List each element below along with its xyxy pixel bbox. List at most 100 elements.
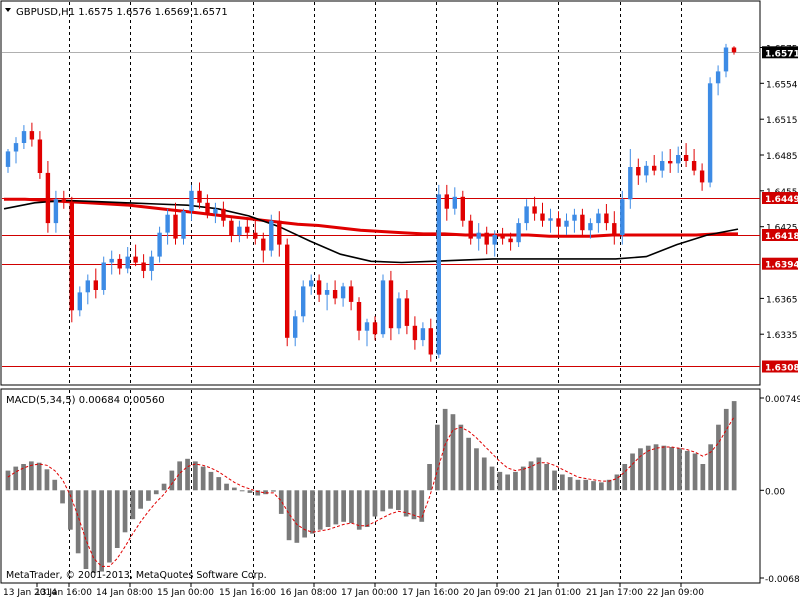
macd-bar — [599, 482, 604, 491]
macd-bar — [474, 448, 479, 491]
candle-body — [380, 280, 386, 335]
macd-bar — [700, 464, 706, 491]
candle-body — [492, 235, 497, 245]
candle-body — [548, 218, 553, 221]
candle — [133, 244, 138, 267]
macd-bar — [669, 447, 674, 491]
candle — [476, 223, 481, 251]
macd-signal — [7, 416, 735, 567]
chart-header[interactable]: GBPUSD,H1 1.6575 1.6576 1.6569 1.6571 — [5, 7, 228, 18]
macd-bar — [614, 474, 620, 491]
candle-body — [348, 286, 354, 302]
time-tick-label: 17 Jan 00:00 — [341, 588, 398, 598]
candle-body — [683, 155, 689, 161]
level-label-box — [762, 360, 798, 373]
candle-body — [532, 206, 537, 214]
candle-body — [356, 302, 362, 331]
macd-bar — [216, 477, 222, 491]
current-price-box — [762, 46, 798, 59]
macd-bar — [544, 464, 549, 491]
candle — [324, 282, 330, 311]
candle-body — [372, 322, 378, 335]
candle — [715, 65, 721, 96]
candle — [301, 280, 306, 323]
candle — [181, 208, 186, 245]
time-tick-label: 16 Jan 08:00 — [280, 588, 337, 598]
candle-body — [612, 223, 617, 235]
candle-body — [101, 262, 106, 290]
candle — [309, 274, 314, 295]
candle-body — [245, 226, 250, 233]
candle-body — [141, 262, 146, 271]
candle-body — [165, 214, 170, 233]
price-axis: 1.65751.65541.65151.64851.64551.64251.63… — [760, 45, 800, 374]
macd-bar — [567, 477, 573, 491]
candle — [85, 274, 90, 305]
candle — [61, 190, 66, 209]
candle-body — [332, 290, 338, 299]
macd-bar — [552, 470, 557, 491]
candle — [683, 143, 689, 167]
candle — [380, 274, 386, 338]
macd-bar — [622, 464, 628, 491]
candle-body — [117, 258, 122, 269]
current-price-label: 1.6571 — [765, 49, 800, 59]
candle — [492, 230, 497, 257]
candle — [53, 190, 59, 233]
candle — [500, 227, 505, 245]
time-tick-label: 15 Jan 00:00 — [157, 588, 214, 598]
price-tick-label: 1.6335 — [766, 331, 798, 341]
candle-body — [628, 167, 633, 200]
candle-body — [524, 206, 529, 224]
candle-body — [189, 190, 194, 212]
candle-body — [85, 280, 90, 293]
time-tick-label: 22 Jan 09:00 — [647, 588, 704, 598]
candle — [644, 161, 649, 183]
macd-bar — [185, 458, 190, 491]
candle-body — [53, 199, 59, 224]
candle — [412, 316, 418, 350]
macd-bar — [497, 471, 503, 491]
candle — [261, 232, 266, 263]
macd-bar — [13, 466, 19, 491]
macd-bar — [294, 490, 300, 543]
candle-body — [125, 256, 130, 269]
macd-bar — [169, 470, 175, 491]
level-label: 1.6449 — [765, 195, 800, 205]
macd-bar — [208, 471, 214, 491]
candle — [596, 208, 601, 233]
macd-tick-label: 0.00 — [765, 487, 785, 497]
macd-tick-label: 0.00749 — [765, 395, 800, 405]
chevron-down-icon[interactable] — [5, 8, 11, 12]
macd-bar — [36, 462, 42, 491]
candle-body — [500, 235, 505, 239]
candle-body — [476, 232, 481, 239]
candle — [691, 149, 697, 176]
macd-bar — [232, 487, 237, 491]
macd-bar — [677, 448, 682, 491]
macd-signal-line — [7, 416, 735, 567]
time-tick-label: 21 Jan 17:00 — [586, 588, 643, 598]
macd-bar — [349, 490, 354, 524]
macd-bar — [114, 490, 120, 548]
candle-body — [715, 71, 721, 84]
macd-bar — [263, 490, 268, 495]
candle-body — [668, 161, 673, 164]
macd-bar — [505, 474, 510, 491]
candle-body — [508, 238, 513, 243]
macd-bar — [380, 490, 386, 512]
candle — [564, 213, 569, 235]
macd-bar — [520, 466, 526, 491]
candle — [444, 184, 449, 221]
time-tick-label: 17 Jan 16:00 — [402, 588, 459, 598]
candle — [21, 125, 27, 149]
copyright-watermark: MetaTrader, © 2001-2013, MetaQuotes Soft… — [6, 570, 267, 581]
macd-bar — [638, 448, 643, 491]
candle — [332, 280, 338, 305]
macd-bar — [255, 490, 261, 496]
macd-bar — [91, 490, 97, 573]
macd-bar — [372, 490, 378, 517]
candle-body — [707, 83, 713, 183]
